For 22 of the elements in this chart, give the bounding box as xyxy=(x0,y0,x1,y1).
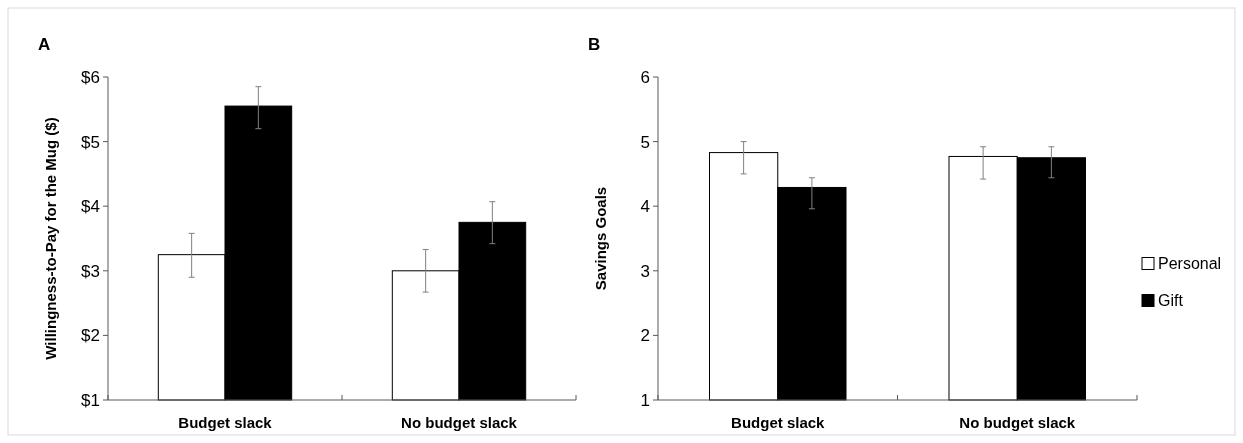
y-tick-label: $4 xyxy=(81,197,100,217)
y-axis-title: Savings Goals xyxy=(592,186,609,291)
y-tick-label: $6 xyxy=(81,67,100,87)
x-tick-label: No budget slack xyxy=(959,414,1076,431)
x-tick-label: Budget slack xyxy=(178,414,273,431)
y-tick-label: 2 xyxy=(640,326,650,346)
y-tick-label: 3 xyxy=(640,261,650,281)
y-tick-label: $2 xyxy=(81,326,100,346)
y-tick-label: $1 xyxy=(81,390,100,410)
chart-title: B xyxy=(588,35,601,54)
x-tick-label: Budget slack xyxy=(731,414,826,431)
y-axis-title: Willingness-to-Pay for the Mug ($) xyxy=(42,117,59,360)
y-tick-label: $5 xyxy=(81,132,100,152)
y-tick-label: 5 xyxy=(640,132,650,152)
y-tick-label: 6 xyxy=(640,67,650,87)
y-tick-label: 1 xyxy=(640,390,650,410)
y-tick-label: 4 xyxy=(640,197,650,217)
y-tick-label: $3 xyxy=(81,261,100,281)
x-tick-label: No budget slack xyxy=(401,414,518,431)
chart-title: A xyxy=(38,35,51,54)
legend-label: Personal xyxy=(1158,255,1222,273)
legend-label: Gift xyxy=(1158,292,1184,310)
